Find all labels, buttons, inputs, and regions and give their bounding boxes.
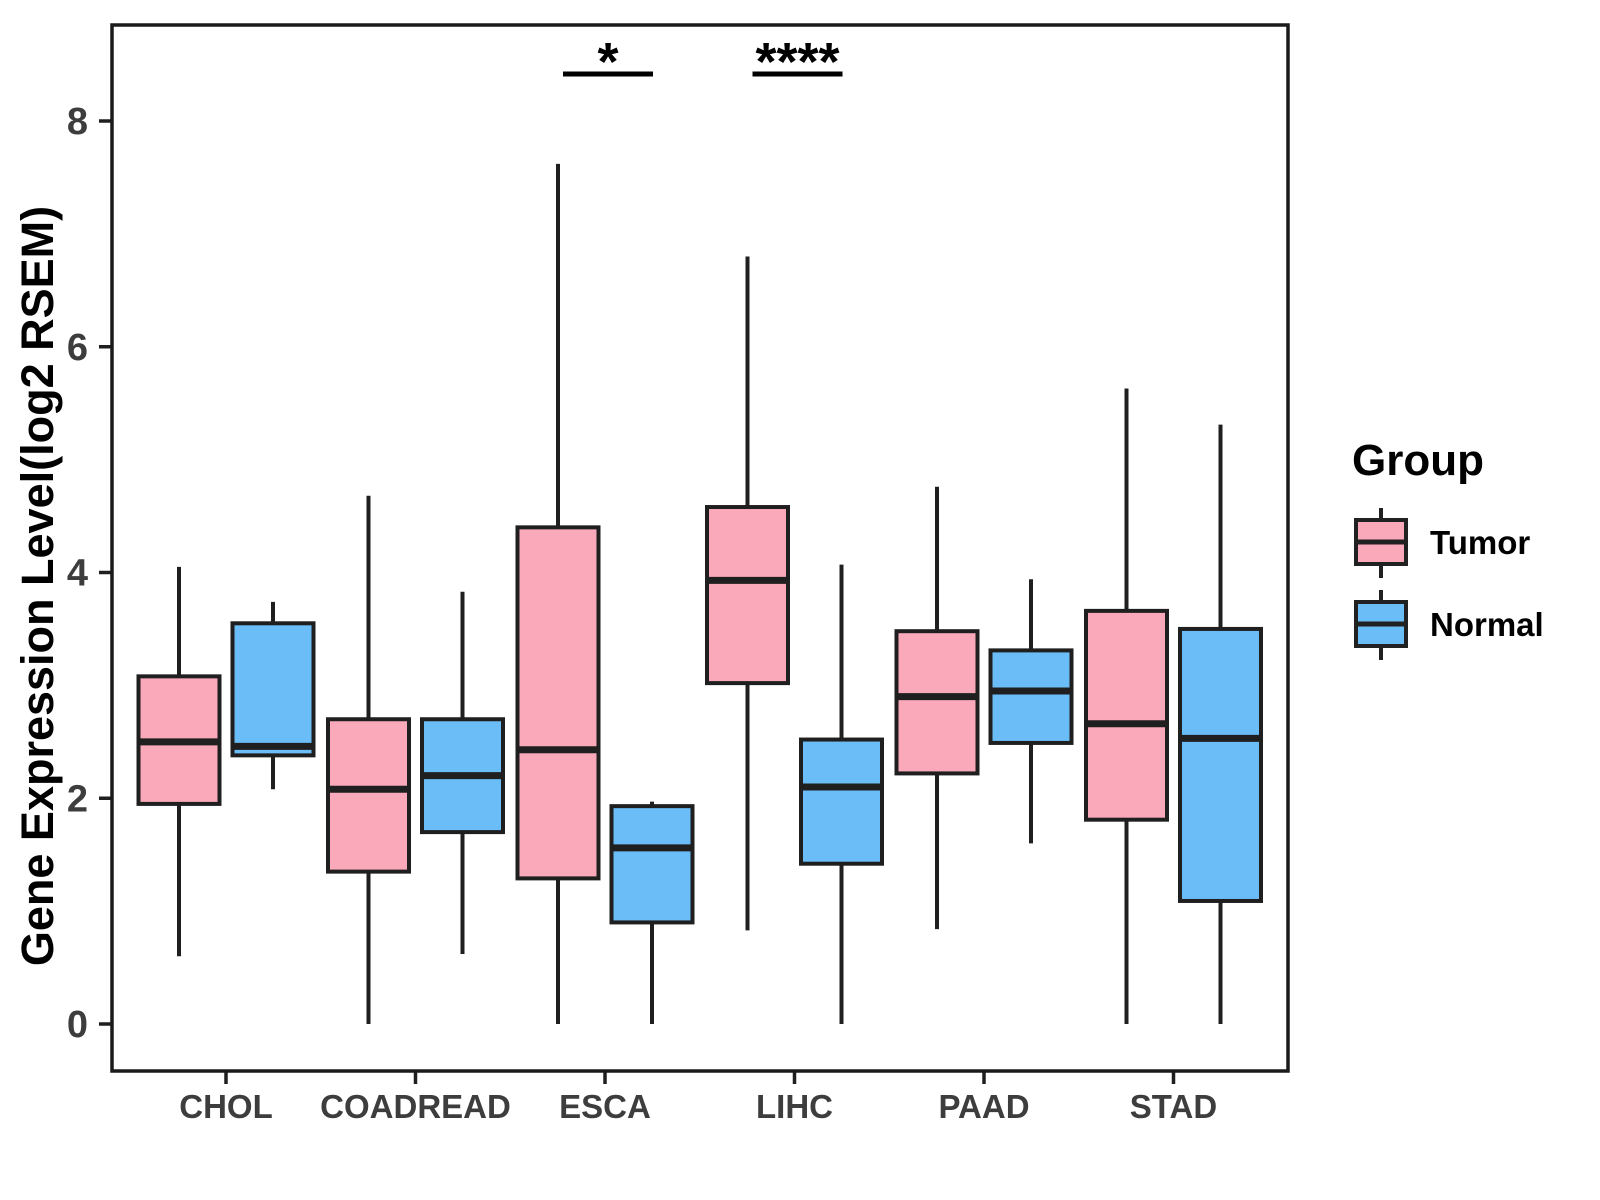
- x-tick-label-ESCA: ESCA: [559, 1088, 651, 1125]
- box-STAD-Normal: [1178, 626, 1263, 903]
- significance-label-ESCA: *: [597, 32, 618, 92]
- y-tick-label-0: 0: [67, 1004, 88, 1046]
- panel-border: [110, 23, 1290, 1073]
- y-tick-label-2: 2: [67, 778, 88, 820]
- legend-item-label-tumor: Tumor: [1430, 524, 1531, 561]
- box-CHOL-Normal: [230, 621, 316, 758]
- box-LIHC-Normal: [799, 737, 884, 866]
- y-tick-label-6: 6: [67, 327, 88, 369]
- x-tick-label-COADREAD: COADREAD: [320, 1088, 511, 1125]
- legend-tumor-boxplot-icon: [1354, 508, 1408, 578]
- box-ESCA-Normal: [609, 804, 695, 925]
- legend-title: Group: [1352, 436, 1484, 485]
- legend: Group Tumor Normal: [1352, 436, 1544, 670]
- box-LIHC-Tumor: [705, 505, 790, 686]
- box-ESCA-Tumor: [515, 525, 601, 881]
- box-COADREAD-Tumor: [326, 717, 411, 874]
- legend-item-tumor: Tumor: [1352, 506, 1544, 580]
- y-tick-label-8: 8: [67, 101, 88, 143]
- y-axis-title: Gene Expression Level(log2 RSEM): [12, 205, 63, 967]
- significance-label-LIHC: ****: [755, 32, 839, 92]
- legend-item-label-normal: Normal: [1430, 606, 1544, 643]
- legend-item-normal: Normal: [1352, 588, 1544, 662]
- box-PAAD-Normal: [988, 648, 1074, 745]
- x-tick-label-CHOL: CHOL: [179, 1088, 273, 1125]
- legend-normal-boxplot-icon: [1354, 590, 1408, 660]
- x-tick-label-STAD: STAD: [1130, 1088, 1217, 1125]
- box-PAAD-Tumor: [894, 629, 980, 776]
- box-STAD-Tumor: [1084, 608, 1169, 822]
- x-tick-label-LIHC: LIHC: [756, 1088, 833, 1125]
- y-tick-label-4: 4: [67, 553, 88, 595]
- x-tick-label-PAAD: PAAD: [938, 1088, 1029, 1125]
